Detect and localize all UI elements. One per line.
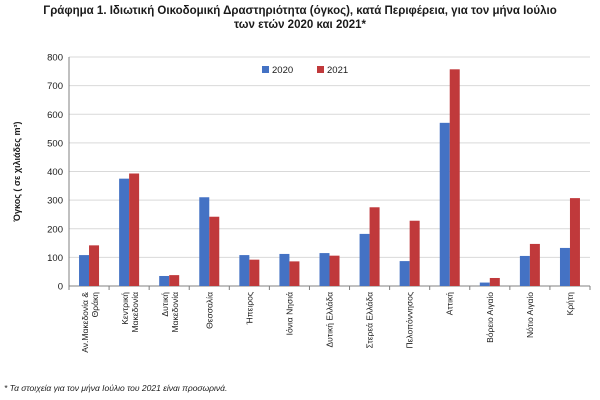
bar-2021 bbox=[569, 198, 580, 286]
bar-2021 bbox=[489, 277, 500, 286]
x-tick-label: Πελοπόννησος bbox=[405, 292, 415, 349]
y-tick-label: 0 bbox=[58, 282, 63, 293]
y-tick-label: 300 bbox=[47, 196, 63, 207]
x-tick-label: Βόρειο Αιγαίο bbox=[485, 292, 495, 343]
x-tick-label: Δυτική Ελλάδα bbox=[325, 292, 335, 348]
bar-2020 bbox=[559, 247, 570, 286]
bar-2020 bbox=[159, 275, 170, 286]
bar-2020 bbox=[399, 261, 410, 286]
chart-title-line-1: Γράφημα 1. Ιδιωτική Οικοδομική Δραστηριό… bbox=[43, 5, 557, 17]
bar-2020 bbox=[519, 255, 530, 286]
y-tick-label: 500 bbox=[47, 138, 63, 149]
footnote: * Τα στοιχεία για τον μήνα Ιούλιο του 20… bbox=[4, 383, 228, 393]
x-tick-label: Στερεά Ελλάδα bbox=[365, 292, 375, 349]
x-tick-label: Κρήτη bbox=[565, 292, 575, 316]
legend-swatch-2021 bbox=[317, 66, 324, 73]
bar-2020 bbox=[119, 178, 130, 286]
bar-2020 bbox=[199, 197, 210, 286]
y-tick-label: 600 bbox=[47, 110, 63, 121]
y-tick-label: 100 bbox=[47, 253, 63, 264]
legend-label-2021: 2021 bbox=[327, 65, 348, 76]
bar-2020 bbox=[359, 233, 370, 286]
legend-swatch-2020 bbox=[262, 66, 269, 73]
chart-title: Γράφημα 1. Ιδιωτική Οικοδομική Δραστηριό… bbox=[0, 4, 600, 32]
bar-2021 bbox=[129, 173, 140, 286]
bar-2020 bbox=[439, 122, 450, 287]
bar-2020 bbox=[279, 253, 290, 286]
bar-2021 bbox=[529, 243, 540, 286]
bar-2020 bbox=[79, 255, 90, 286]
bar-2020 bbox=[239, 255, 250, 286]
bar-2021 bbox=[249, 259, 260, 286]
x-tick-label: Θεσσαλία bbox=[204, 292, 214, 329]
bar-2021 bbox=[369, 207, 380, 286]
bar-2021 bbox=[169, 275, 180, 286]
bar-2020 bbox=[479, 282, 490, 286]
bar-2021 bbox=[449, 69, 460, 286]
x-tick-label: Αν.Μακεδονία &Θράκη bbox=[80, 292, 100, 353]
y-tick-label: 200 bbox=[47, 224, 63, 235]
x-tick-label: Ιόνια Νησιά bbox=[284, 292, 294, 336]
x-tick-label: Ήπειρος bbox=[244, 292, 254, 325]
bar-2021 bbox=[409, 220, 420, 286]
bar-2021 bbox=[209, 216, 220, 286]
x-tick-label: ΔυτικήΜακεδονία bbox=[160, 292, 180, 333]
x-tick-label: Νότιο Αιγαίο bbox=[525, 292, 535, 338]
bar-2020 bbox=[319, 253, 330, 286]
x-tick-label: Αττική bbox=[445, 292, 455, 316]
y-tick-label: 700 bbox=[47, 81, 63, 92]
legend-label-2020: 2020 bbox=[272, 65, 293, 76]
x-tick-label: ΚεντρικήΜακεδονία bbox=[120, 292, 140, 333]
y-axis-label: Όγκος ( σε χιλιάδες m³) bbox=[12, 122, 22, 223]
bar-2021 bbox=[289, 261, 300, 286]
bar-2021 bbox=[329, 255, 340, 286]
chart-title-line-2: των ετών 2020 και 2021* bbox=[233, 19, 367, 31]
y-tick-label: 800 bbox=[47, 53, 63, 64]
bar-2021 bbox=[89, 245, 100, 286]
y-tick-label: 400 bbox=[47, 167, 63, 178]
